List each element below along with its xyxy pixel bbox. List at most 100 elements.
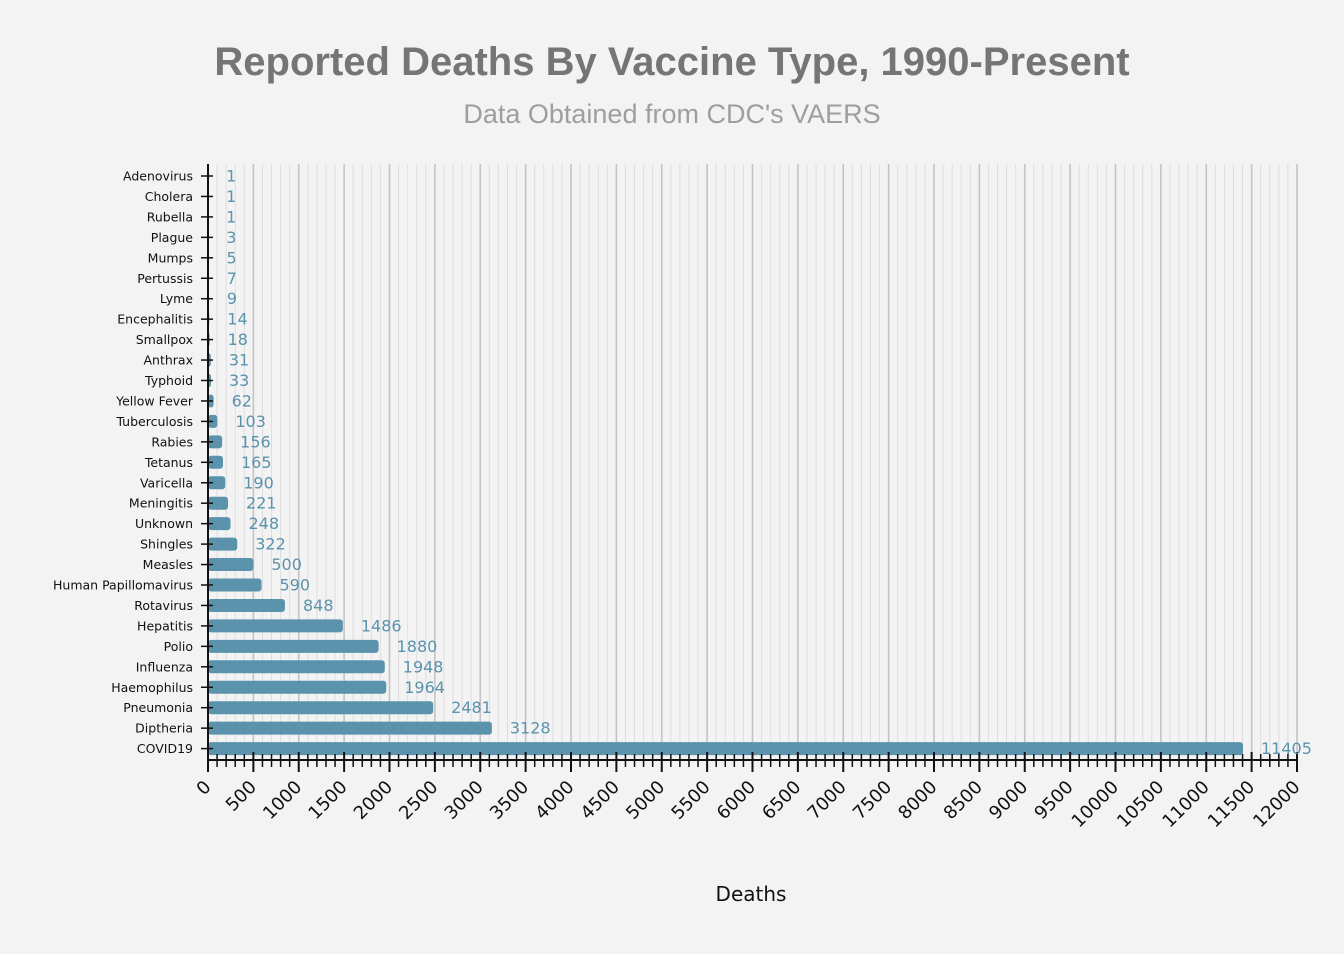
- data-label: 1: [226, 207, 236, 226]
- data-label: 1: [226, 167, 236, 186]
- x-tick-label: 4000: [531, 777, 578, 824]
- category-label: Anthrax: [144, 353, 194, 368]
- x-tick-label: 4500: [577, 777, 624, 824]
- bar: [208, 619, 343, 633]
- data-label: 165: [241, 453, 272, 472]
- category-label: Hepatitis: [137, 618, 193, 633]
- category-label: Diptheria: [135, 721, 193, 736]
- x-tick-label: 3500: [486, 777, 533, 824]
- x-tick-label: 7500: [849, 777, 896, 824]
- bar: [208, 476, 226, 490]
- data-label: 1948: [403, 657, 444, 676]
- x-tick-label: 11500: [1204, 777, 1259, 832]
- data-label: 848: [303, 596, 334, 615]
- category-label: Pertussis: [137, 271, 193, 286]
- data-label: 31: [229, 351, 249, 370]
- bar: [208, 537, 238, 551]
- data-label: 3: [226, 228, 236, 247]
- data-label: 156: [240, 432, 271, 451]
- category-label: Haemophilus: [111, 680, 193, 695]
- category-label: Shingles: [140, 537, 193, 552]
- data-label: 103: [235, 412, 266, 431]
- data-label: 1: [226, 187, 236, 206]
- category-label: Meningitis: [129, 496, 193, 511]
- x-tick-label: 9000: [985, 777, 1032, 824]
- category-label: Cholera: [145, 189, 193, 204]
- category-label: Tetanus: [144, 455, 193, 470]
- category-label: Rubella: [147, 209, 193, 224]
- bar: [208, 721, 492, 735]
- category-label: Encephalitis: [117, 312, 193, 327]
- category-label: Smallpox: [136, 332, 193, 347]
- chart-title: Reported Deaths By Vaccine Type, 1990-Pr…: [214, 40, 1130, 84]
- x-tick-label: 1000: [259, 777, 306, 824]
- category-label: Unknown: [135, 516, 193, 531]
- bar: [208, 742, 1244, 756]
- x-tick-label: 7000: [804, 777, 851, 824]
- data-label: 1880: [397, 637, 438, 656]
- data-label: 190: [243, 473, 274, 492]
- data-label: 500: [271, 555, 302, 574]
- category-label: Mumps: [148, 250, 193, 265]
- category-label: Varicella: [140, 475, 193, 490]
- category-label: Pneumonia: [123, 700, 193, 715]
- data-label: 11405: [1261, 739, 1312, 758]
- data-label: 221: [246, 494, 277, 513]
- category-label: Influenza: [136, 659, 193, 674]
- category-label: Measles: [143, 557, 193, 572]
- x-tick-label: 11000: [1158, 777, 1213, 832]
- x-axis-title: Deaths: [716, 882, 787, 906]
- data-label: 1486: [361, 616, 402, 635]
- data-label: 33: [229, 371, 249, 390]
- x-tick-label: 10500: [1113, 777, 1168, 832]
- chart-subtitle: Data Obtained from CDC's VAERS: [463, 99, 881, 129]
- x-tick-label: 500: [222, 777, 261, 816]
- data-label: 7: [227, 269, 237, 288]
- bar: [208, 660, 385, 674]
- category-label: Typhoid: [144, 373, 193, 388]
- bar: [208, 701, 434, 715]
- data-label: 248: [249, 514, 280, 533]
- bar: [208, 517, 231, 531]
- bar: [208, 558, 254, 572]
- bar: [208, 680, 387, 694]
- category-label: Tuberculosis: [115, 414, 193, 429]
- data-label: 1964: [404, 678, 445, 697]
- data-label: 2481: [451, 698, 492, 717]
- category-label: Adenovirus: [123, 169, 193, 184]
- x-tick-label: 5500: [667, 777, 714, 824]
- category-label: Yellow Fever: [115, 393, 194, 408]
- x-tick-label: 5000: [622, 777, 669, 824]
- category-label: Lyme: [160, 291, 193, 306]
- category-label: Polio: [164, 639, 193, 654]
- x-tick-label: 6500: [758, 777, 805, 824]
- x-tick-label: 10000: [1068, 777, 1123, 832]
- data-label: 62: [232, 391, 252, 410]
- x-tick-label: 12000: [1249, 777, 1304, 832]
- category-label: Rotavirus: [134, 598, 193, 613]
- bar: [208, 578, 262, 592]
- x-tick-label: 3000: [441, 777, 488, 824]
- data-label: 18: [228, 330, 248, 349]
- x-tick-label: 2500: [395, 777, 442, 824]
- bar: [208, 455, 223, 469]
- category-label: Rabies: [151, 434, 193, 449]
- x-tick-label: 6000: [713, 777, 760, 824]
- x-tick-label: 8000: [894, 777, 941, 824]
- x-tick-label: 0: [193, 777, 216, 800]
- data-label: 9: [227, 289, 237, 308]
- data-label: 5: [226, 248, 236, 267]
- data-label: 14: [227, 310, 247, 329]
- bar: [208, 496, 229, 510]
- bar: [208, 639, 379, 653]
- data-label: 322: [255, 535, 286, 554]
- x-tick-label: 2000: [350, 777, 397, 824]
- axes: [201, 164, 1298, 772]
- data-label: 590: [280, 576, 311, 595]
- data-label: 3128: [510, 719, 551, 738]
- category-label: Plague: [151, 230, 194, 245]
- category-label: COVID19: [137, 741, 193, 756]
- bar: [208, 598, 285, 612]
